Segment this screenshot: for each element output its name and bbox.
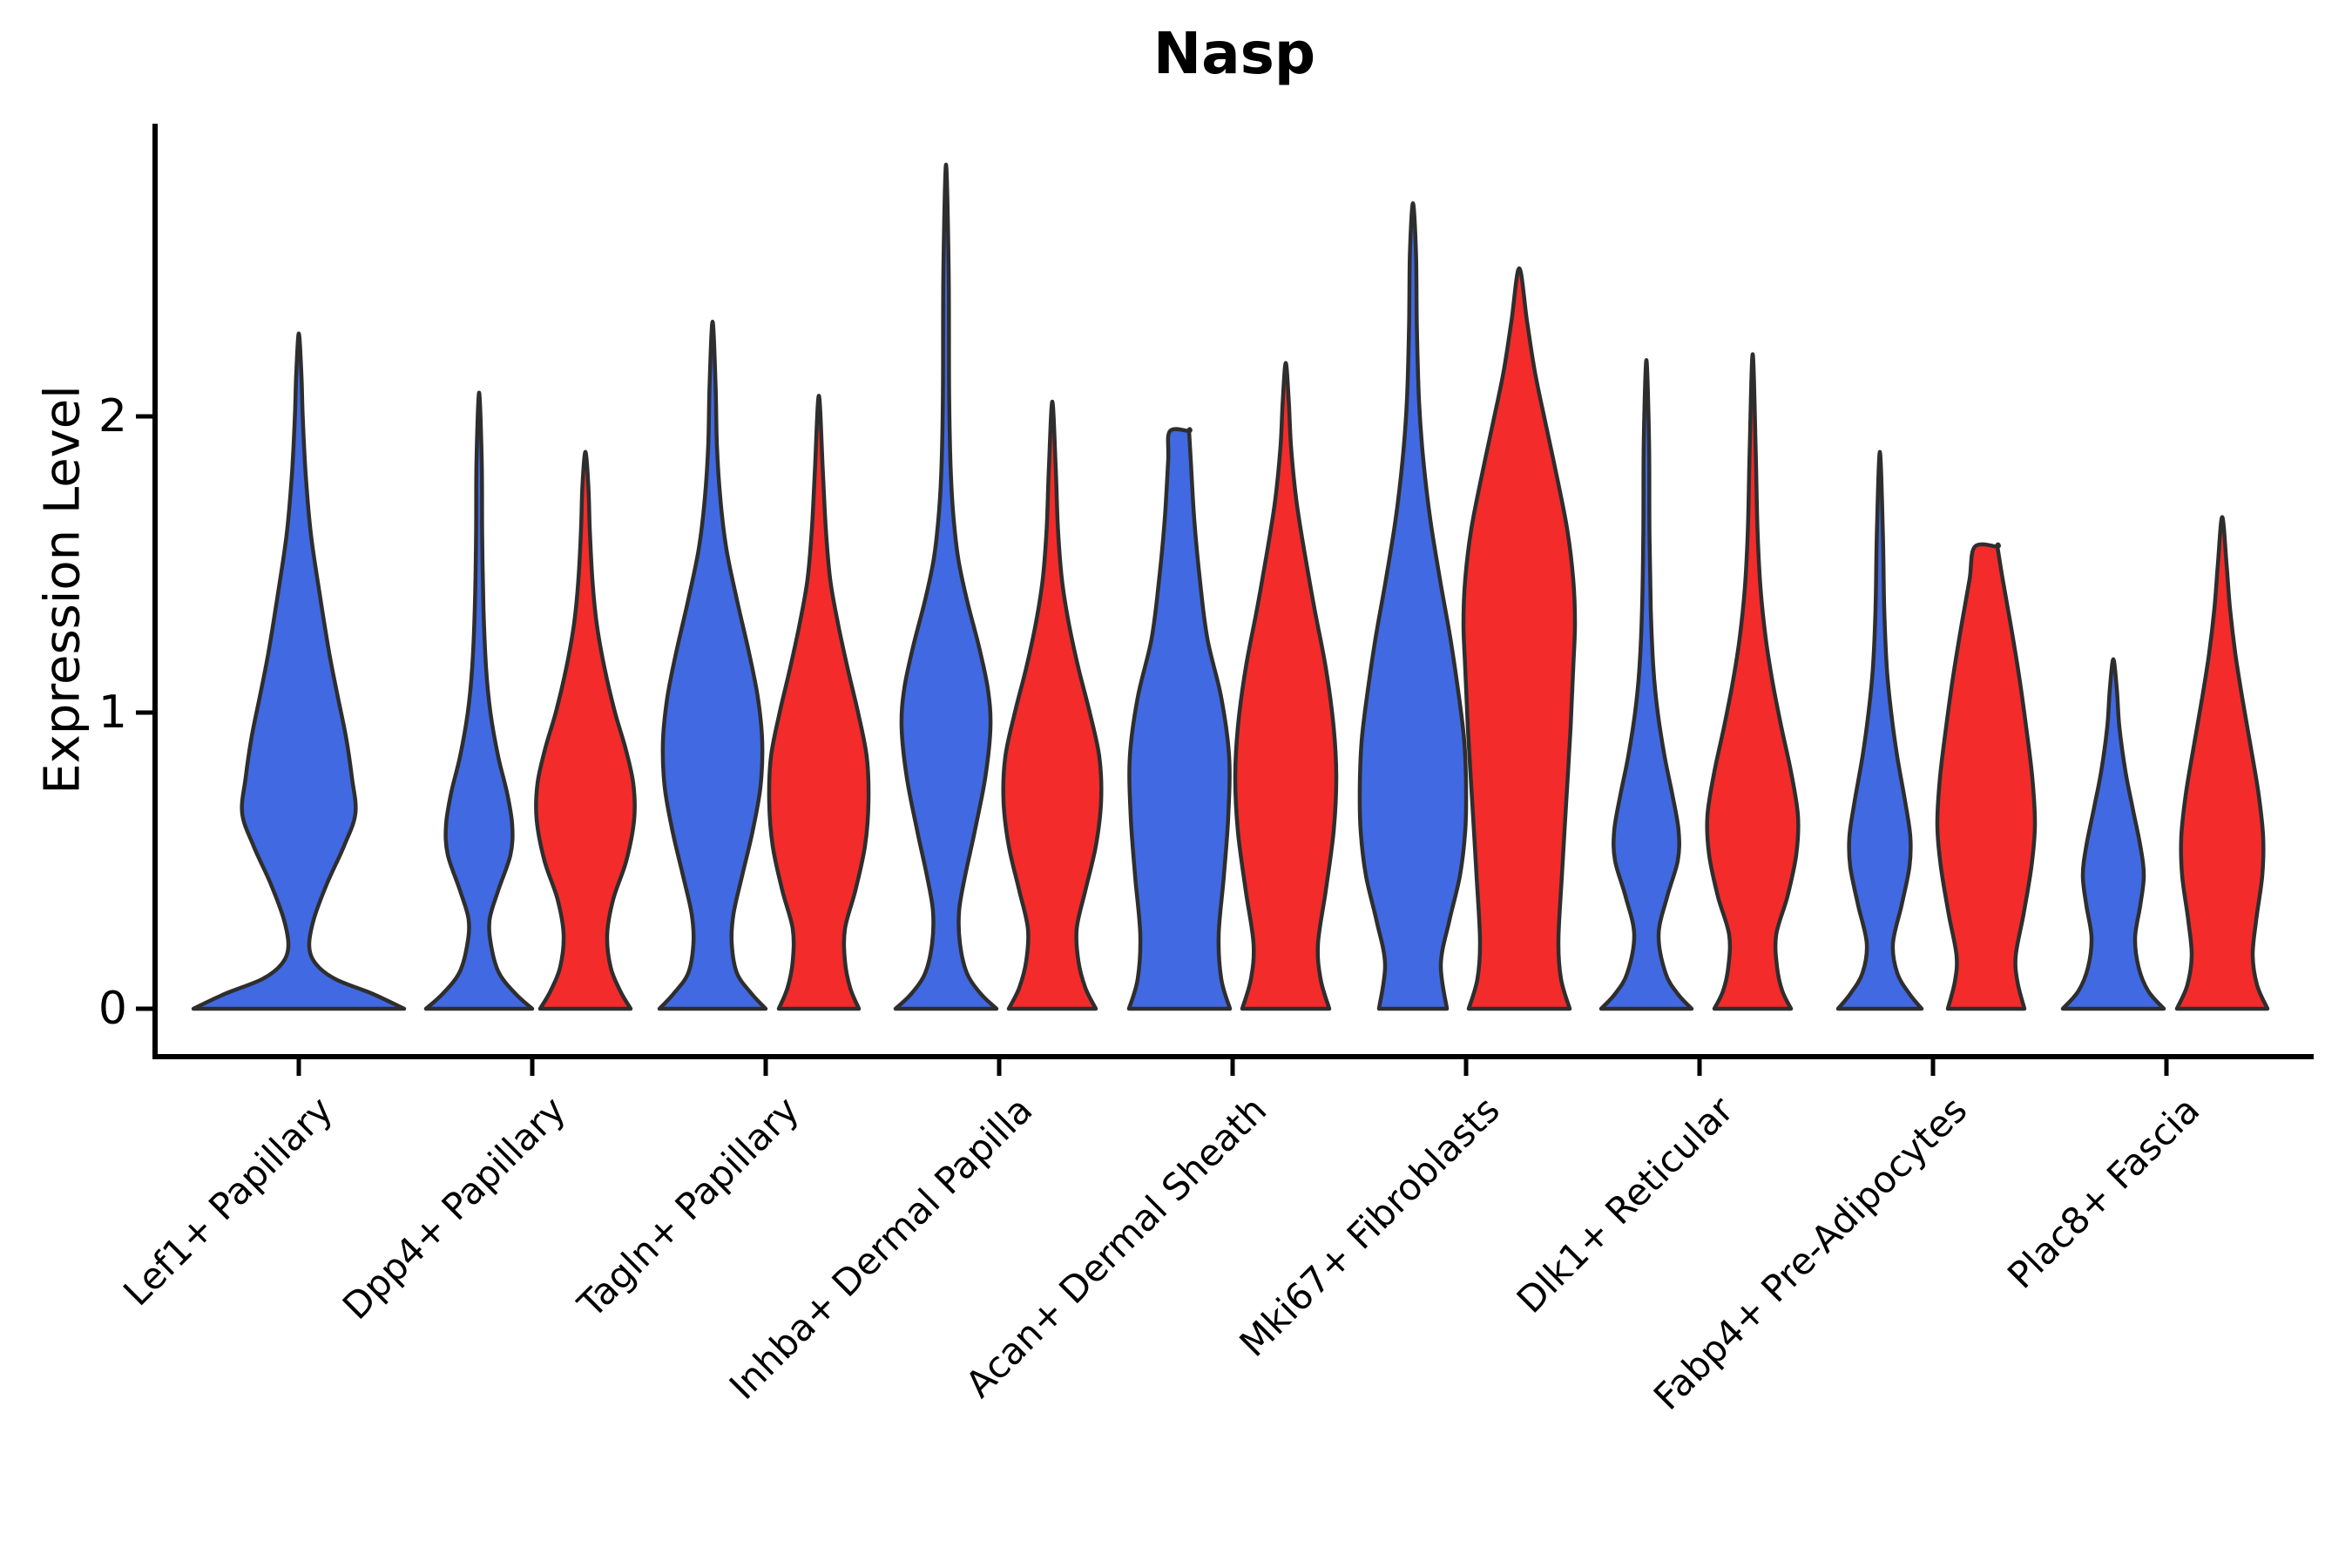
- violin-inhba-dermal-papilla-blue: [893, 162, 999, 1011]
- violin-mki67-fibroblasts-red: [1461, 266, 1578, 1011]
- violin-dlk1-reticular-red: [1705, 352, 1801, 1011]
- violin-plac8-fascia-red: [2174, 515, 2270, 1011]
- violin-inhba-dermal-papilla-red: [1001, 399, 1104, 1011]
- violin-dpp4-papillary-blue: [423, 390, 535, 1011]
- chart-title: Nasp: [1152, 20, 1316, 87]
- violin-plac8-fascia-blue: [2060, 657, 2166, 1011]
- violin-lef1-papillary-blue: [191, 331, 407, 1011]
- violin-dpp4-papillary-red: [534, 449, 637, 1011]
- violin-tagln-papillary-red: [767, 393, 871, 1011]
- y-tick-label: 0: [98, 983, 127, 1035]
- y-tick-label: 2: [98, 390, 127, 443]
- y-tick-label: 1: [98, 686, 127, 739]
- violin-fabp4-pre-adipocytes-red: [1935, 542, 2038, 1011]
- violin-tagln-papillary-blue: [657, 319, 768, 1011]
- violin-acan-dermal-sheath-red: [1233, 361, 1339, 1011]
- violin-acan-dermal-sheath-blue: [1126, 427, 1233, 1011]
- violin-fabp4-pre-adipocytes-blue: [1835, 449, 1924, 1011]
- violin-dlk1-reticular-blue: [1598, 358, 1694, 1011]
- violin-mki67-fibroblasts-blue: [1357, 200, 1469, 1011]
